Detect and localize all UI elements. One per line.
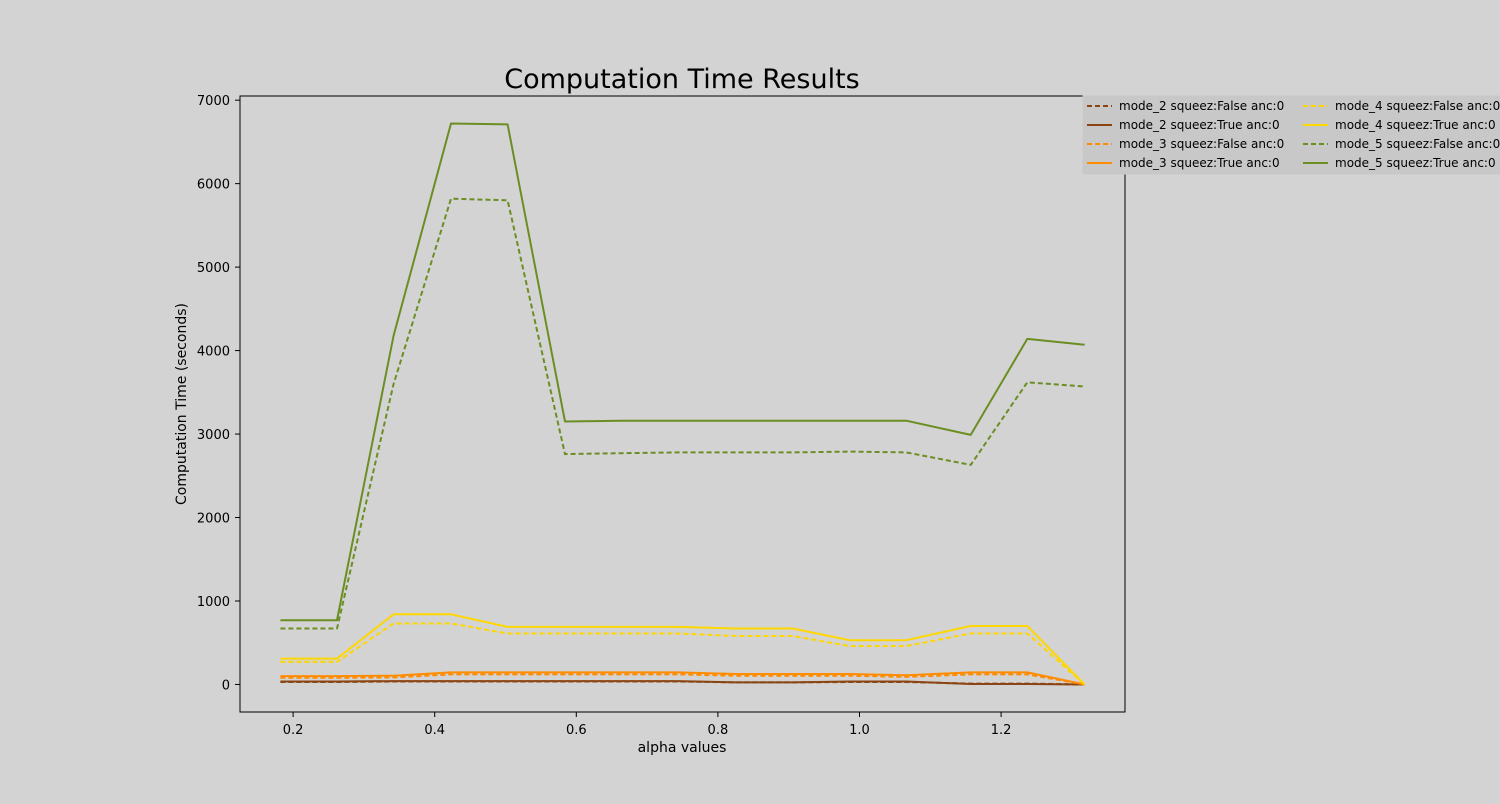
series-line-8 <box>280 122 1085 622</box>
y-tick-label: 3000 <box>197 428 230 443</box>
y-tick-label: 6000 <box>197 178 230 193</box>
y-tick-label: 1000 <box>197 595 230 610</box>
y-tick-label: 0 <box>222 678 230 693</box>
chart-title: Computation Time Results <box>504 64 860 95</box>
x-axis: 0.2 0.4 0.6 0.8 1.0 1.2 <box>283 712 1012 738</box>
legend-item-label: mode_2 squeez:False anc:0 <box>1119 99 1284 113</box>
series-line-6 <box>280 613 1086 686</box>
y-tick-label: 5000 <box>197 261 230 276</box>
x-tick-label: 0.4 <box>424 723 445 738</box>
y-tick-label: 2000 <box>197 512 230 527</box>
legend-item-label: mode_4 squeez:False anc:0 <box>1335 99 1500 113</box>
legend: mode_2 squeez:False anc:0 mode_2 squeez:T… <box>1082 95 1500 175</box>
x-tick-label: 1.0 <box>849 723 870 738</box>
x-tick-label: 0.6 <box>566 723 587 738</box>
legend-item-label: mode_5 squeez:False anc:0 <box>1335 137 1500 151</box>
legend-item-label: mode_3 squeez:False anc:0 <box>1119 137 1284 151</box>
plot-area <box>239 95 1126 713</box>
series-line-5 <box>280 622 1086 686</box>
series-lines <box>280 122 1086 686</box>
series-line-2 <box>280 680 1085 686</box>
legend-item-label: mode_4 squeez:True anc:0 <box>1335 118 1496 132</box>
series-line-3 <box>280 673 1085 686</box>
series-line-4 <box>280 671 1085 686</box>
y-tick-label: 7000 <box>197 94 230 109</box>
y-axis-label: Computation Time (seconds) <box>174 303 190 505</box>
series-line-7 <box>280 197 1085 630</box>
y-axis: 0 1000 2000 3000 4000 5000 6000 7000 <box>197 94 240 693</box>
legend-item-label: mode_3 squeez:True anc:0 <box>1119 156 1280 170</box>
legend-item-label: mode_2 squeez:True anc:0 <box>1119 118 1280 132</box>
x-tick-label: 0.2 <box>283 723 304 738</box>
x-tick-label: 1.2 <box>991 723 1012 738</box>
x-axis-label: alpha values <box>638 740 727 756</box>
x-tick-label: 0.8 <box>708 723 729 738</box>
legend-item-label: mode_5 squeez:True anc:0 <box>1335 156 1496 170</box>
legend-box <box>1082 95 1500 175</box>
y-tick-label: 4000 <box>197 345 230 360</box>
